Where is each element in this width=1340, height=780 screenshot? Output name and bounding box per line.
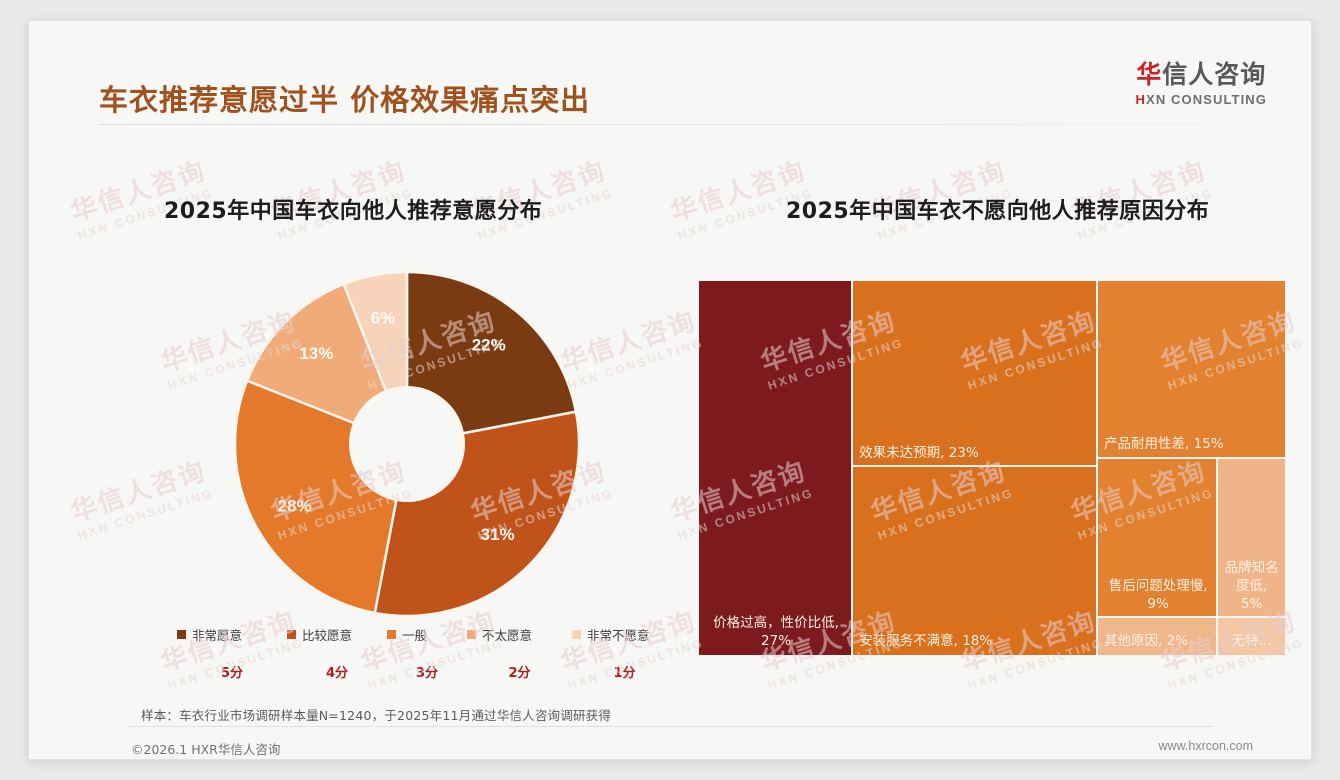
right-chart-title: 2025年中国车衣不愿向他人推荐原因分布 (786, 199, 1210, 224)
donut-legend: 非常愿意 比较愿意 一般 不太愿意 非常不愿意 (177, 624, 677, 644)
score-scale-row: 5分 4分 3分 2分 1分 (177, 662, 677, 682)
copyright-text: ©2026.1 HXR华信人咨询 (131, 742, 281, 757)
legend-label: 一般 (402, 627, 428, 643)
treemap-cell[interactable]: 价格过高，性价比低, 27% (696, 279, 856, 657)
donut-slice-label: 13% (299, 344, 333, 363)
slide-header: 车衣推荐意愿过半 价格效果痛点突出 华信人咨询 HXN CONSULTING (29, 21, 1311, 131)
legend-item[interactable]: 非常不愿意 (572, 625, 677, 644)
treemap-cell[interactable]: 售后问题处理慢, 9% (1096, 456, 1221, 621)
treemap-cell-label: 品牌知名度低, 5% (1224, 559, 1279, 613)
legend-label: 非常愿意 (192, 627, 243, 643)
header-divider (99, 124, 1249, 125)
score-label: 3分 (415, 666, 439, 681)
watermark: 华信人咨询 HXN CONSULTING (67, 455, 216, 543)
legend-swatch-icon (387, 629, 396, 639)
donut-slice[interactable] (245, 282, 388, 425)
treemap-cell-label: 无特… (1231, 632, 1272, 649)
sample-note: 样本：车衣行业市场调研样本量N=1240，于2025年11月通过华信人咨询调研获… (141, 708, 612, 723)
score-label: 4分 (325, 666, 349, 681)
right-chart-panel: 2025年中国车衣不愿向他人推荐原因分布 (786, 193, 1209, 225)
logo-english-accent: H (1135, 91, 1147, 107)
donut-svg: 22% 31% 28% 13% 6% (233, 270, 581, 618)
reasons-treemap-chart: 价格过高，性价比低, 27% 效果未达预期, 23% 安装服务不满意, 18% 产品耐… (696, 278, 1287, 657)
donut-slice[interactable] (405, 270, 578, 435)
treemap-cell-label: 价格过高，性价比低, 27% (713, 614, 839, 649)
logo-english: HXN CONSULTING (1136, 92, 1267, 107)
donut-slice-label: 6% (371, 309, 396, 328)
donut-slice-label: 28% (278, 496, 312, 515)
website-url: www.hxrcon.com (1158, 739, 1253, 753)
score-label: 2分 (508, 666, 531, 681)
donut-slice-label: 31% (481, 525, 515, 544)
treemap-cell-label: 效果未达预期, 23% (859, 445, 979, 462)
treemap-cell[interactable]: 品牌知名度低, 5% (1216, 456, 1287, 621)
legend-item[interactable]: 非常愿意 (177, 625, 287, 644)
donut-slice[interactable] (373, 410, 581, 618)
legend-swatch-icon (287, 629, 296, 639)
legend-item[interactable]: 一般 (387, 625, 467, 644)
score-label: 1分 (613, 666, 636, 681)
legend-item[interactable]: 不太愿意 (467, 625, 572, 644)
treemap-cell-label: 产品耐用性差, 15% (1104, 436, 1224, 453)
logo-chinese-accent: 华 (1136, 60, 1163, 89)
treemap-cell-label: 安装服务不满意, 18% (859, 632, 993, 649)
legend-swatch-icon (572, 629, 581, 639)
donut-slice[interactable] (342, 270, 409, 393)
treemap-cell[interactable]: 产品耐用性差, 15% (1096, 279, 1287, 461)
logo-chinese: 华信人咨询 (1136, 61, 1267, 89)
treemap-cell[interactable]: 效果未达预期, 23% (851, 278, 1101, 470)
brand-logo: 华信人咨询 HXN CONSULTING (1136, 61, 1267, 107)
page-title: 车衣推荐意愿过半 价格效果痛点突出 (99, 83, 591, 117)
logo-english-rest: XN CONSULTING (1146, 91, 1267, 107)
footer-divider (129, 726, 1213, 727)
treemap-cell[interactable]: 无特… (1216, 616, 1287, 657)
treemap-cell[interactable]: 其他原因, 2% (1096, 616, 1221, 657)
legend-swatch-icon (177, 629, 186, 639)
slide-canvas: 华信人咨询 HXN CONSULTING 华信人咨询 HXN CONSULTING 华信… (28, 20, 1312, 760)
legend-label: 不太愿意 (482, 627, 533, 643)
treemap-cell[interactable]: 安装服务不满意, 18% (851, 465, 1101, 657)
treemap-cell-label: 售后问题处理慢, 9% (1108, 577, 1208, 613)
left-chart-panel: 2025年中国车衣向他人推荐意愿分布 (164, 193, 542, 225)
score-label: 5分 (220, 666, 244, 681)
legend-label: 比较愿意 (302, 627, 353, 643)
donut-slice[interactable] (233, 379, 398, 615)
legend-item[interactable]: 比较愿意 (287, 625, 387, 644)
donut-slice-label: 22% (472, 336, 506, 355)
treemap-cell-label: 其他原因, 2% (1104, 632, 1189, 649)
legend-swatch-icon (467, 629, 476, 639)
legend-label: 非常不愿意 (587, 627, 650, 643)
logo-chinese-rest: 信人咨询 (1162, 60, 1267, 89)
left-chart-title: 2025年中国车衣向他人推荐意愿分布 (164, 199, 543, 224)
recommendation-donut-chart: 22% 31% 28% 13% 6% (217, 254, 597, 634)
